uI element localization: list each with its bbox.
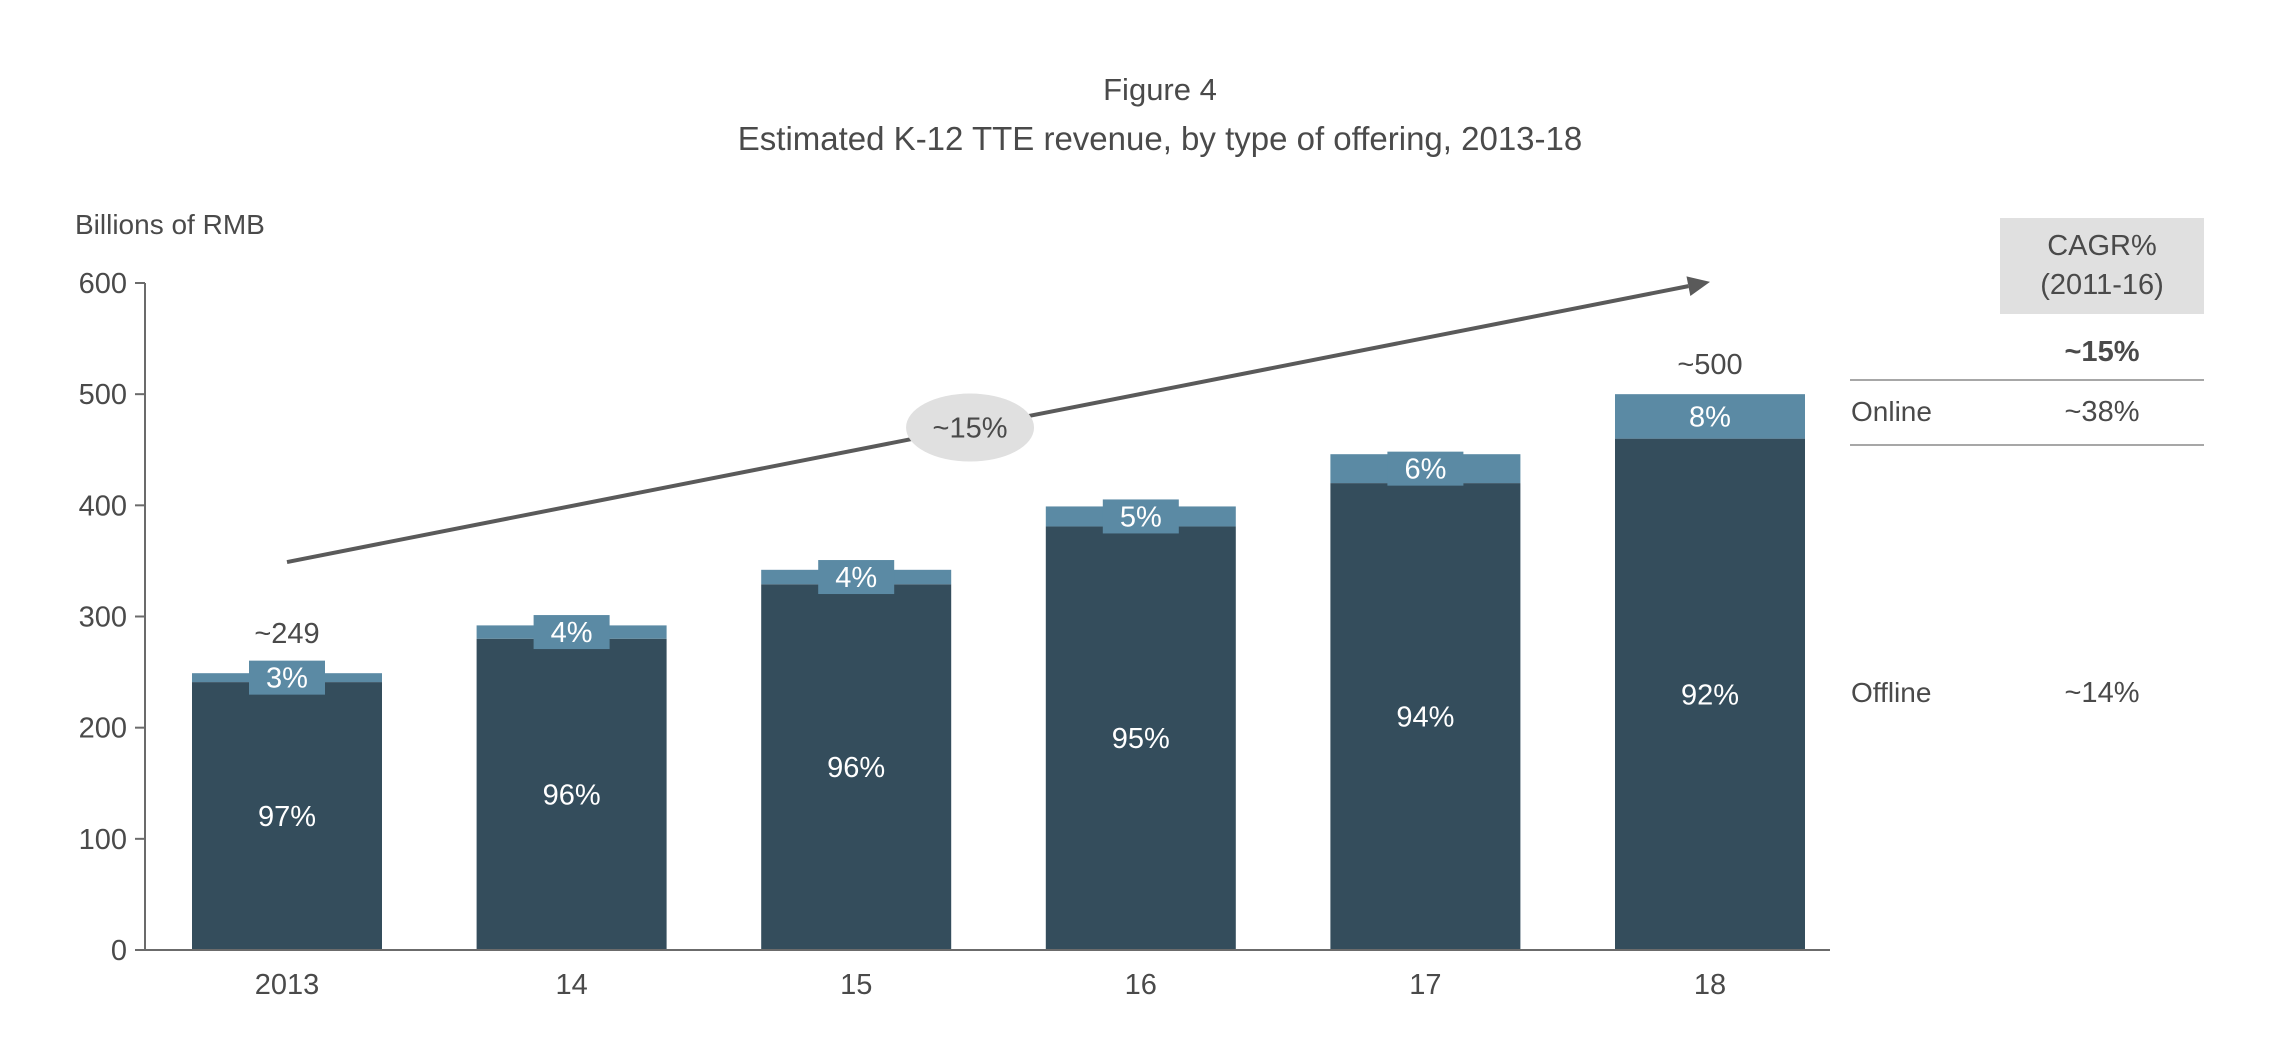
trend-arrow-head bbox=[1686, 276, 1710, 296]
y-axis-label: Billions of RMB bbox=[75, 209, 265, 240]
bar-offline bbox=[761, 584, 952, 950]
x-axis: 2013 14 15 16 17 18 bbox=[145, 949, 1830, 1001]
y-tick-label: 500 bbox=[79, 379, 127, 411]
x-tick-label: 15 bbox=[840, 969, 872, 1001]
y-tick-label: 200 bbox=[79, 713, 127, 745]
cagr-header-line-2: (2011-16) bbox=[2040, 269, 2164, 301]
bar-offline-label: 97% bbox=[258, 801, 316, 833]
bar-offline bbox=[192, 682, 382, 950]
cagr-header-background bbox=[2000, 218, 2204, 314]
bar-online-label: 3% bbox=[266, 663, 308, 695]
bar-online bbox=[1615, 394, 1805, 439]
bar-online-label-box bbox=[1102, 499, 1179, 534]
x-tick-label: 16 bbox=[1125, 969, 1157, 1001]
bar-offline-label: 95% bbox=[1112, 723, 1170, 755]
bar-offline-label: 94% bbox=[1396, 702, 1454, 734]
bar-offline bbox=[476, 638, 667, 950]
bar-offline-label: 96% bbox=[827, 752, 885, 784]
bar-offline bbox=[1615, 438, 1805, 950]
bar-online-label-box bbox=[249, 660, 325, 695]
bar-online-label: 5% bbox=[1120, 501, 1162, 533]
bar-total-label: ~249 bbox=[254, 618, 319, 650]
cagr-offline-value: ~14% bbox=[2065, 677, 2140, 709]
bar-online-label: 6% bbox=[1404, 454, 1446, 486]
cagr-header-line-1: CAGR% bbox=[2047, 230, 2157, 262]
trend-annotation: ~15% bbox=[286, 276, 1710, 564]
x-tick-label: 17 bbox=[1409, 969, 1441, 1001]
chart-subtitle: Estimated K-12 TTE revenue, by type of o… bbox=[738, 120, 1582, 157]
bar-online-label: 4% bbox=[551, 617, 593, 649]
bar-offline bbox=[1330, 483, 1521, 950]
x-tick-label: 14 bbox=[555, 969, 587, 1001]
y-tick-label: 0 bbox=[111, 935, 127, 967]
bar-offline-label: 92% bbox=[1681, 679, 1739, 711]
bar-online-label: 4% bbox=[835, 562, 877, 594]
cagr-offline-label: Offline bbox=[1851, 677, 1931, 708]
bar-online-label: 8% bbox=[1689, 401, 1731, 433]
chart-title: Figure 4 bbox=[1103, 72, 1217, 107]
bar-offline-label: 96% bbox=[543, 779, 601, 811]
cagr-online-value: ~38% bbox=[2065, 396, 2140, 428]
y-tick-label: 100 bbox=[79, 824, 127, 856]
bar-online-label-box bbox=[818, 560, 895, 595]
x-tick-label: 2013 bbox=[255, 969, 320, 1001]
bar-online-label-box bbox=[533, 615, 610, 650]
bar-online-label-box bbox=[1387, 451, 1464, 486]
y-tick-label: 400 bbox=[79, 490, 127, 522]
trend-bubble bbox=[906, 393, 1035, 462]
bar-offline bbox=[1045, 526, 1236, 950]
cagr-table: CAGR% (2011-16) ~15% Online ~38% Offline… bbox=[1850, 218, 2204, 709]
bar-total-label: ~500 bbox=[1677, 349, 1742, 381]
y-tick-label: 300 bbox=[79, 602, 127, 634]
trend-label: ~15% bbox=[933, 413, 1008, 445]
bars: 97% 3% 96% 4% 96% 4% 95% 5% 94% 6% 92% 8% ~249 ~500 bbox=[192, 349, 1805, 950]
cagr-online-label: Online bbox=[1851, 396, 1932, 427]
cagr-total-value: ~15% bbox=[2065, 336, 2140, 368]
y-tick-label: 600 bbox=[79, 268, 127, 300]
y-axis: 0 100 200 300 400 500 600 bbox=[79, 268, 146, 967]
x-tick-label: 18 bbox=[1694, 969, 1726, 1001]
